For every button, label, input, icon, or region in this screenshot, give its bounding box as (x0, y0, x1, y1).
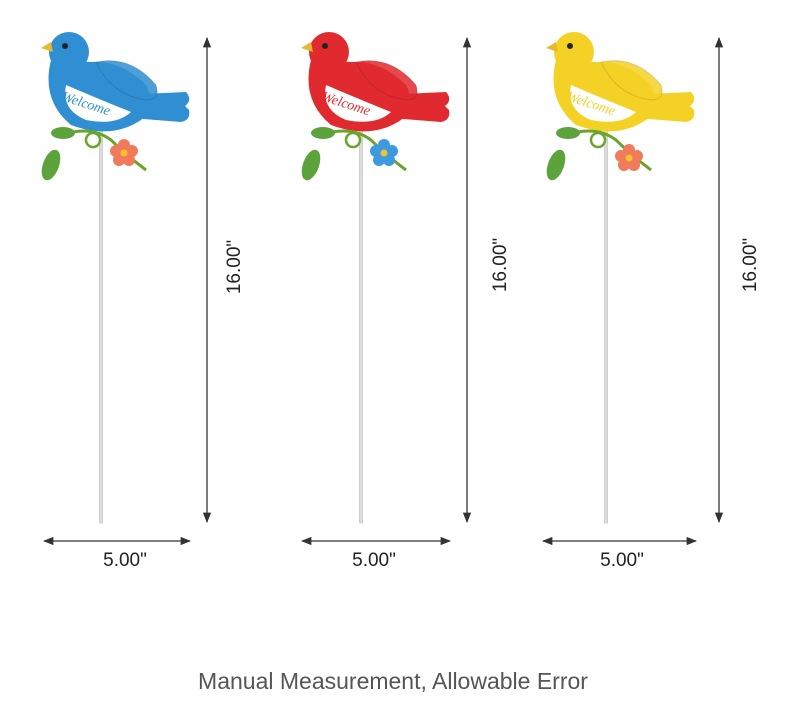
product-item: 16.00" 5.00" (541, 30, 761, 571)
product-item: 16.00" 5.00" (296, 30, 511, 571)
bird-stake-blue (36, 30, 191, 525)
caption: Manual Measurement, Allowable Error (198, 668, 588, 694)
bird-stake-yellow (541, 30, 696, 525)
height-label: 16.00" (490, 238, 511, 292)
flower (615, 144, 643, 171)
bird-stake-red (296, 30, 451, 525)
product-item: 16.00" 5.00" (36, 30, 245, 571)
height-label: 16.00" (740, 238, 761, 292)
width-label: 5.00" (600, 550, 644, 571)
width-label: 5.00" (352, 550, 396, 571)
width-label: 5.00" (103, 550, 147, 571)
height-label: 16.00" (224, 240, 245, 294)
